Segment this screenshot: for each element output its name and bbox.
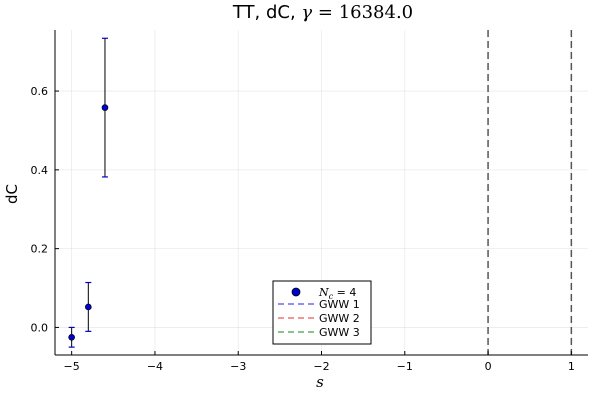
x-tick-label: −3 — [230, 360, 246, 373]
y-ticks: 0.0 0.2 0.4 0.6 — [31, 85, 59, 334]
y-tick-label: 0.4 — [31, 164, 49, 177]
x-axis-label: s — [316, 373, 324, 391]
x-tick-label: −2 — [313, 360, 329, 373]
legend-marker-series-1 — [291, 287, 301, 297]
vertical-lines — [487, 30, 573, 355]
legend-label-gww-2: GWW 2 — [319, 312, 360, 325]
y-axis-label: dC — [3, 184, 21, 204]
data-points — [68, 37, 109, 348]
y-tick-label: 0.0 — [31, 321, 49, 334]
data-point — [101, 104, 109, 111]
y-tick-label: 0.6 — [31, 85, 49, 98]
x-tick-label: −4 — [147, 360, 163, 373]
legend-box — [272, 280, 372, 345]
x-tick-label: −1 — [397, 360, 413, 373]
legend-label-series-1: Nc = 4 — [318, 286, 356, 301]
y-tick-label: 0.2 — [31, 243, 49, 256]
grid — [55, 30, 588, 355]
x-tick-label: 1 — [568, 360, 575, 373]
x-tick-label: −5 — [64, 360, 80, 373]
data-point — [68, 333, 75, 341]
legend-label-gww-3: GWW 3 — [319, 326, 360, 339]
legend: Nc = 4 GWW 1 GWW 2 GWW 3 — [272, 280, 372, 345]
data-point — [85, 303, 92, 311]
x-tick-label: 0 — [485, 360, 492, 373]
x-ticks: −5 −4 −3 −2 −1 0 1 — [64, 351, 575, 373]
legend-label-gww-1: GWW 1 — [319, 298, 360, 311]
chart-title: TT, dC, γ = 16384.0 — [232, 2, 413, 23]
